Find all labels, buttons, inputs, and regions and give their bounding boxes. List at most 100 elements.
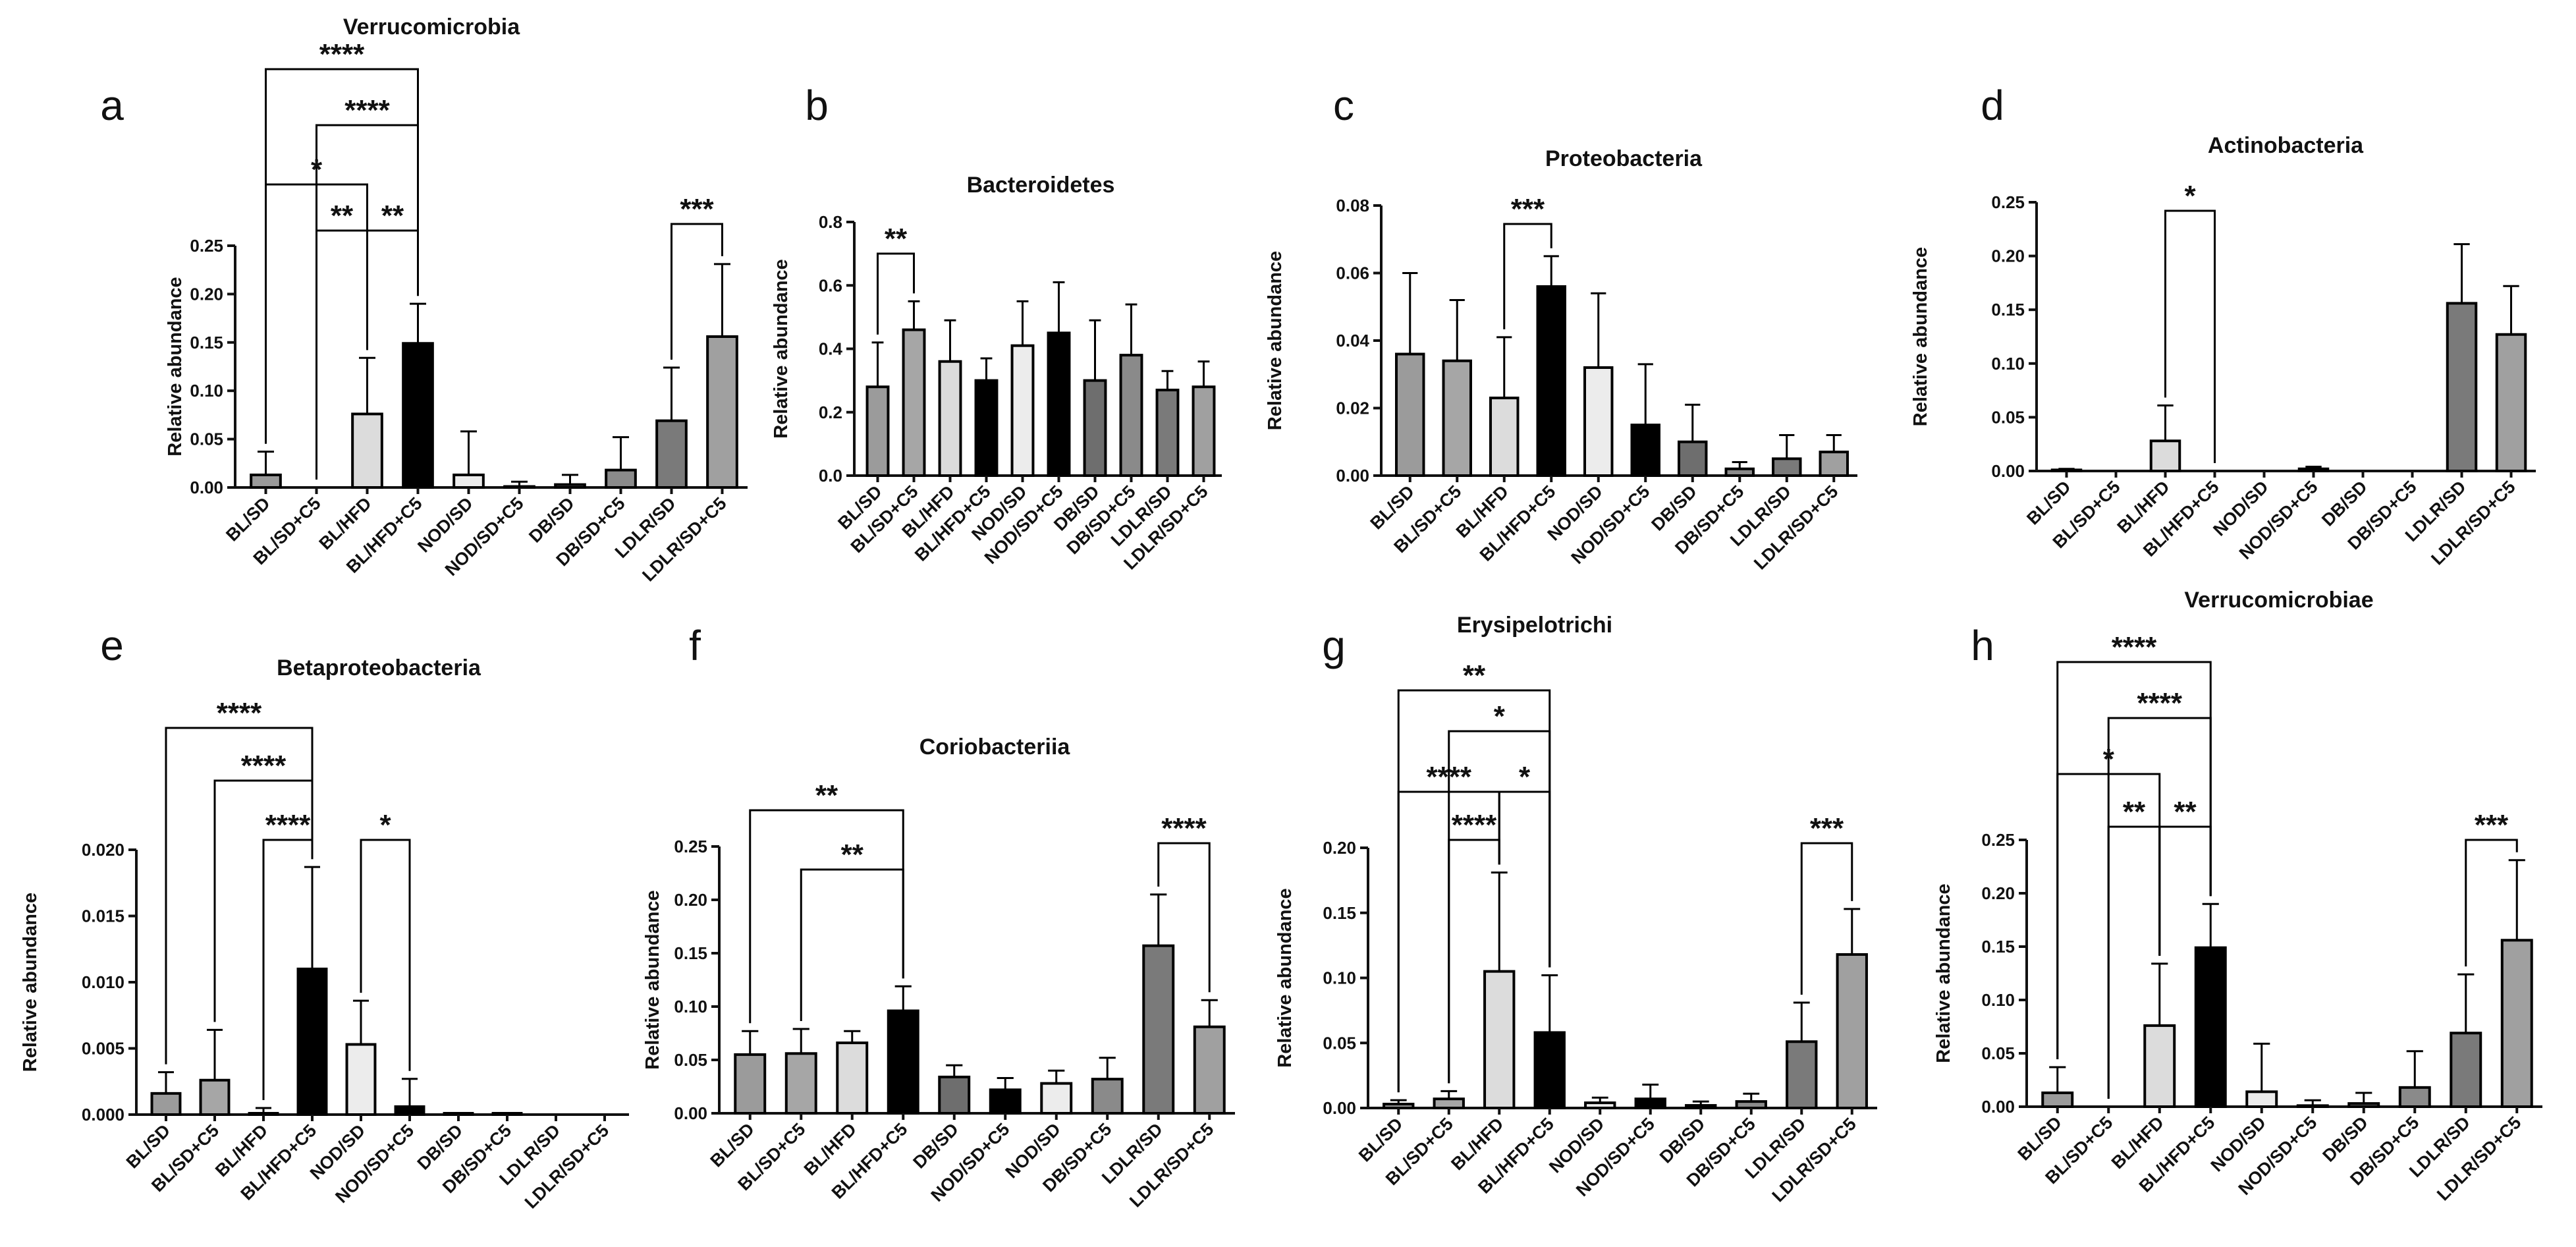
y-tick-label: 0.10 [1991,354,2025,374]
bar-BL/SD+C5 [1442,359,1472,477]
panel-letter: f [689,622,701,669]
significance-label: ** [331,200,354,232]
significance-bracket [1157,842,1211,993]
bar-DB/SD [554,483,586,489]
bar-BL/SD+C5 [902,328,926,477]
significance-bracket [1800,842,1853,995]
y-tick-label: 0.15 [674,943,707,963]
bar-NOD/SD [2245,1090,2278,1108]
bar-NOD/SD [1040,1082,1073,1115]
y-tick-label: 0.06 [1336,263,1369,283]
bar-NOD/SD [452,473,485,489]
significance-bracket [671,223,723,360]
y-tick-label: 0.15 [1981,937,2015,956]
y-tick-label: 0.10 [1981,990,2015,1010]
panel-e: e Betaproteobacteria Relative abundance 0.0… [20,622,629,1213]
bar-DB/SD [443,1111,474,1116]
panel-h: h Verrucomicrobiae Relative abundance 0.00 0… [1933,588,2542,1205]
bar-BL/HFD+C5 [1533,1031,1566,1109]
significance-label: ** [885,223,908,255]
panel-title: Proteobacteria [1545,146,1703,171]
bar-BL/SD [250,473,282,489]
significance-label: *** [1810,812,1844,845]
y-tick-label: 0.25 [190,236,223,256]
y-tick-label: 0.00 [674,1103,707,1123]
bar-DB/SD+C5 [1735,1100,1767,1109]
significance-bracket [2164,209,2216,463]
significance-label: **** [241,750,287,782]
y-tick-label: 0.020 [82,840,124,860]
y-tick-label: 0.25 [674,837,707,856]
bar-BL/HFD [248,1111,279,1116]
panel-title: Bacteroidetes [967,173,1115,198]
bar-NOD/SD [1584,1101,1616,1109]
bar-LDLR/SD+C5 [706,335,738,489]
bar-NOD/SD [1583,366,1614,477]
significance-label: * [379,809,391,841]
y-tick-label: 0.15 [1323,903,1356,923]
significance-label: * [1519,761,1531,793]
y-tick-label: 0.0 [819,466,842,485]
bar-BL/SD [1395,352,1425,477]
y-tick-label: 0.00 [1336,466,1369,485]
bar-BL/HFD [2149,439,2181,473]
significance-label: **** [217,697,262,729]
significance-bracket [360,839,411,1071]
significance-bracket [262,839,314,1100]
bar-BL/SD [734,1053,767,1115]
bar-LDLR/SD+C5 [1192,385,1216,477]
y-tick-label: 0.00 [190,478,223,497]
bar-NOD/SD+C5 [2296,1104,2329,1109]
panel-title: Betaproteobacteria [277,655,481,680]
significance-label: * [1494,700,1506,733]
y-tick-label: 0.05 [674,1050,707,1070]
panel-title: Actinobacteria [2208,133,2364,158]
y-tick-label: 0.08 [1336,196,1369,215]
bar-LDLR/SD+C5 [1193,1025,1226,1115]
bar-NOD/SD+C5 [1047,331,1071,477]
bar-LDLR/SD [1142,944,1175,1115]
significance-bracket [2465,839,2518,967]
y-tick-label: 0.8 [819,212,842,232]
significance-label: **** [319,38,365,70]
significance-label: **** [2112,631,2157,663]
significance-label: * [311,153,323,186]
significance-bracket [2056,661,2212,1060]
bar-BL/SD [2041,1091,2074,1108]
y-axis-label: Relative abundance [642,890,663,1069]
y-tick-label: 0.10 [190,381,223,401]
significance-label: ** [2123,796,2146,828]
y-tick-label: 0.10 [674,997,707,1016]
panel-g: g Erysipelotrichi Relative abundance 0.00 0.… [1274,613,1877,1206]
significance-label: **** [1452,809,1497,841]
bar-DB/SD [1678,440,1708,477]
bar-BL/SD [1383,1103,1415,1109]
significance-label: ** [381,200,404,232]
y-tick-label: 0.05 [1323,1033,1356,1053]
panel-letter: e [100,622,124,669]
y-tick-label: 0.15 [190,333,223,352]
y-tick-label: 0.000 [82,1105,124,1124]
y-tick-label: 0.20 [1981,883,2015,903]
bar-LDLR/SD+C5 [1836,953,1868,1109]
bar-BL/HFD+C5 [887,1009,919,1115]
panel-title: Coriobacteriia [919,734,1071,760]
bar-NOD/SD+C5 [989,1088,1022,1115]
panel-letter: g [1322,622,1346,669]
y-tick-label: 0.20 [1323,838,1356,858]
bar-BL/HFD+C5 [1536,285,1566,477]
bar-BL/HFD+C5 [296,967,328,1117]
significance-label: ** [2174,796,2197,828]
y-tick-label: 0.20 [674,890,707,910]
y-tick-label: 0.20 [190,284,223,304]
y-tick-label: 0.00 [1981,1097,2015,1117]
y-tick-label: 0.00 [1323,1098,1356,1118]
bar-LDLR/SD [1155,389,1180,477]
x-category-label: LDLR/SD+C5 [1750,482,1842,573]
significance-label: *** [1511,193,1545,225]
y-tick-label: 0.4 [819,339,843,359]
y-tick-label: 0.05 [190,430,223,449]
bar-LDLR/SD+C5 [2495,333,2527,472]
y-tick-label: 0.04 [1336,331,1369,350]
